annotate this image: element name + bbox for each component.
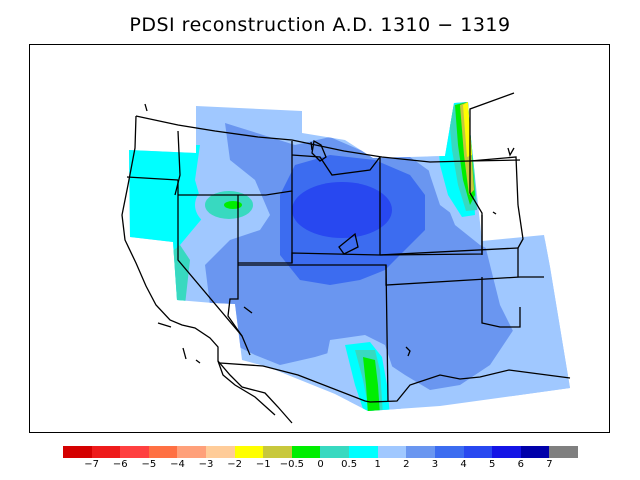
colorbar-tick-label: 7: [546, 459, 553, 470]
colorbar-tick-label: 3: [431, 459, 439, 470]
co-border-north: [291, 247, 519, 263]
mexico-border: [219, 362, 571, 403]
colorbar: [63, 446, 578, 458]
colorbar-tick-label: 1: [374, 459, 381, 470]
wa-id-border: [174, 130, 181, 196]
channel-island-1: [157, 322, 172, 328]
colorbar-swatch: [434, 446, 464, 458]
ok-border: [385, 265, 544, 286]
colorbar-swatch: [63, 446, 92, 458]
dakota-border: [469, 161, 483, 255]
map-frame: [29, 44, 610, 433]
river-feature: [405, 346, 411, 357]
or-ca-border: [126, 176, 179, 181]
colorbar-swatch: [91, 446, 121, 458]
gulf-coast: [217, 360, 276, 416]
mn-border: [469, 156, 519, 206]
pacific-coastline: [121, 115, 293, 424]
channel-island-2: [182, 347, 187, 360]
lake-dot: [492, 211, 497, 215]
colorbar-tick-label: 5: [488, 459, 496, 470]
channel-island-3: [195, 359, 201, 364]
colorbar-swatch: [234, 446, 264, 458]
field-level-0-south: [363, 357, 380, 411]
colorbar-swatch: [492, 446, 521, 458]
colorbar-tick-label: −4: [170, 459, 185, 470]
colorbar-swatch: [206, 446, 235, 458]
great-salt-lake: [338, 232, 359, 255]
colorbar-tick-label: −2: [227, 459, 243, 470]
mt-border: [291, 154, 381, 176]
colorbar-tick-label: 6: [517, 459, 524, 470]
colorbar-swatch: [406, 446, 435, 458]
id-border: [238, 141, 293, 196]
colorbar-swatch: [120, 446, 149, 458]
island-ne: [507, 147, 515, 157]
map-title: PDSI reconstruction A.D. 1310 − 1319: [129, 14, 511, 36]
colorbar-tick-label: −0.5: [279, 459, 305, 470]
colorbar-labels: −7 −6 −5 −4 −3 −2 −1 −0.5 0 0.5 1 2 3 4 5 6 7: [63, 459, 578, 473]
nv-ut-border: [227, 195, 243, 337]
colorbar-swatch: [463, 446, 493, 458]
colorbar-tick-label: −7: [84, 459, 99, 470]
colorbar-tick-label: 0.5: [341, 459, 358, 470]
field-level-0-pocket: [224, 201, 242, 209]
flathead-lake: [311, 139, 327, 162]
colorbar-tick-label: −6: [112, 459, 128, 470]
boundaries: [121, 92, 571, 424]
colorbar-swatch: [320, 446, 350, 458]
colorbar-swatch: [549, 446, 578, 458]
north-border: [469, 92, 515, 161]
colorbar-tick-label: −1: [255, 459, 271, 470]
colorbar-swatch: [177, 446, 207, 458]
ca-nv-border: [177, 180, 251, 356]
ia-border: [517, 204, 524, 249]
salton-sea: [243, 306, 253, 314]
colorbar-tick-label: −3: [198, 459, 214, 470]
colorbar-swatch: [520, 446, 550, 458]
colorbar-swatch: [349, 446, 378, 458]
colorbar-tick-label: 4: [460, 459, 467, 470]
island-n: [310, 141, 313, 151]
island-nw: [144, 103, 148, 112]
colorbar-tick-label: 2: [403, 459, 410, 470]
colorbar-swatch: [148, 446, 178, 458]
colorbar-swatch: [263, 446, 292, 458]
colorbar-swatch: [291, 446, 321, 458]
pdsi-map: [121, 92, 571, 424]
colorbar-swatch: [377, 446, 407, 458]
canada-border: [135, 115, 521, 163]
colorbar-tick-label: 0: [317, 459, 324, 470]
tx-border: [481, 277, 521, 328]
field-level-4-5: [292, 182, 392, 238]
colorbar-tick-label: −5: [141, 459, 157, 470]
